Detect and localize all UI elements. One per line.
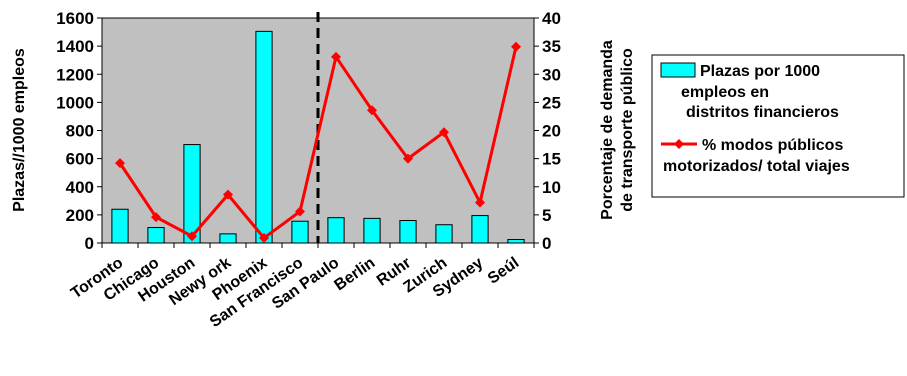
tick-label: 600 <box>66 150 94 169</box>
tick-label: 5 <box>542 206 551 225</box>
point <box>259 232 269 243</box>
bar <box>507 238 525 244</box>
point <box>295 206 305 217</box>
point <box>511 41 521 52</box>
legend-line-label-line-1: % modos públicos <box>702 137 843 154</box>
point <box>331 51 341 62</box>
tick-label: 25 <box>542 93 561 112</box>
legend-bar-label-line-3: distritos financieros <box>686 104 839 121</box>
tick-label: 0 <box>542 234 551 253</box>
tick-label: 1200 <box>56 65 94 84</box>
bar <box>435 224 453 244</box>
bar <box>471 215 489 244</box>
point <box>439 127 449 138</box>
point <box>187 231 197 242</box>
tick-label: 200 <box>66 206 94 225</box>
legend-bar-swatch <box>660 62 696 78</box>
left-axis: 0 200 400 600 800 1000 1200 1400 1600 <box>56 9 102 253</box>
right-axis-title-line-1: Porcentaje de demanda <box>599 40 616 220</box>
legend-box <box>651 54 905 198</box>
point <box>403 153 413 164</box>
tick-label: 35 <box>542 37 561 56</box>
legend-bar-label-line-2: empleos en <box>681 84 769 101</box>
tick-label: 0 <box>85 234 94 253</box>
legend-line-marker <box>674 139 684 149</box>
legend-bar-label-line-1: Plazas por 1000 <box>700 63 820 80</box>
tick-label: 1600 <box>56 9 94 28</box>
point <box>367 105 377 116</box>
category-label: Berlin <box>331 254 378 294</box>
tick-label: 40 <box>542 9 561 28</box>
line-series <box>115 41 521 243</box>
bar <box>327 217 345 244</box>
tick-label: 800 <box>66 122 94 141</box>
category-label: Seúl <box>485 254 522 287</box>
point <box>475 197 485 208</box>
bar <box>399 220 417 244</box>
series-line <box>118 46 518 240</box>
right-axis: 0 5 10 15 20 25 30 35 40 <box>534 9 561 253</box>
left-axis-title: Plazas//1000 empleos <box>11 48 28 212</box>
bar <box>291 220 309 244</box>
right-axis-title-line-2: de transporte público <box>619 48 636 212</box>
bar <box>147 227 165 244</box>
tick-label: 20 <box>542 122 561 141</box>
tick-label: 1400 <box>56 37 94 56</box>
bar <box>111 208 129 244</box>
tick-label: 15 <box>542 150 561 169</box>
point <box>115 158 125 169</box>
tick-label: 400 <box>66 178 94 197</box>
legend: Plazas por 1000 empleos en distritos fin… <box>651 54 905 198</box>
point <box>223 189 233 200</box>
tick-label: 1000 <box>56 93 94 112</box>
bar <box>183 144 201 244</box>
bar-series <box>111 30 525 244</box>
tick-label: 10 <box>542 178 561 197</box>
tick-label: 30 <box>542 65 561 84</box>
point <box>151 212 161 223</box>
bar <box>363 217 381 244</box>
bar <box>219 233 237 244</box>
bar <box>255 30 273 244</box>
legend-line-label-line-2: motorizados/ total viajes <box>663 158 850 175</box>
